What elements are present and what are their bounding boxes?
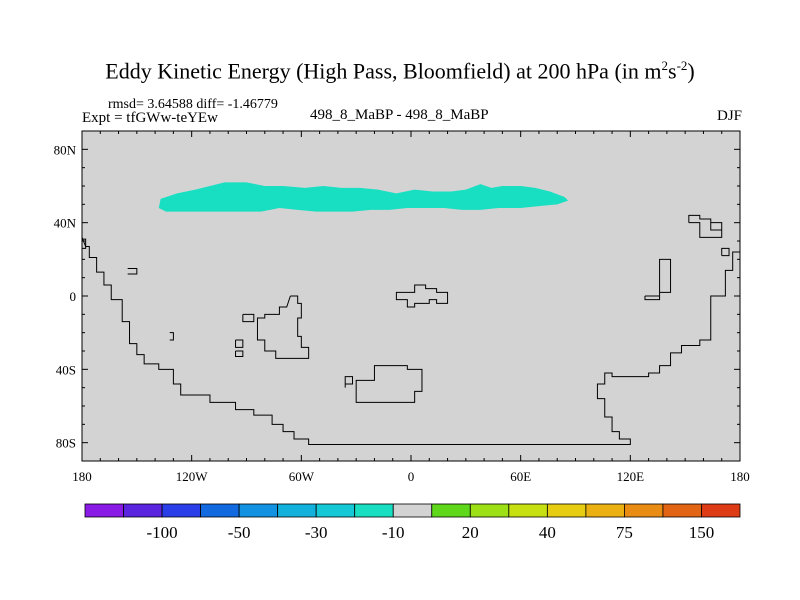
colorbar-swatch [238, 503, 279, 518]
colorbar-swatch [508, 503, 548, 518]
x-tick-label: 120E [617, 469, 645, 484]
coastline-segment [169, 332, 174, 341]
colorbar-swatch [431, 503, 471, 518]
colorbar-label: 40 [539, 523, 556, 542]
colorbar-swatch [123, 503, 163, 518]
x-tick-label: 60E [510, 469, 531, 484]
colorbar-swatch [200, 503, 240, 518]
x-tick-label: 180 [72, 469, 92, 484]
y-tick-label: 0 [70, 289, 77, 304]
coastline-segment [644, 258, 672, 301]
colorbar-label: 75 [616, 523, 633, 542]
rmsd-diff-stats: rmsd= 3.64588 diff= -1.46779 [108, 97, 278, 112]
colorbar-label: 20 [462, 523, 479, 542]
anomaly-region-fill [158, 182, 569, 212]
y-tick-label: 80N [54, 142, 77, 157]
coastline-segment [235, 350, 244, 357]
colorbar-swatch [624, 503, 664, 518]
colorbar-swatch [585, 503, 625, 518]
x-tick-label: 120W [176, 469, 209, 484]
coastlines [81, 214, 740, 445]
case-comparison-label: 498_8_MaBP - 498_8_MaBP [310, 107, 489, 123]
x-tick-label: 0 [408, 469, 415, 484]
colorbar-swatch [84, 503, 124, 518]
coastline-segment [395, 284, 449, 308]
colorbar-swatch [315, 503, 356, 518]
coastline-segment [256, 295, 310, 359]
colorbar-swatch [161, 503, 201, 518]
coastline-segment [81, 237, 740, 445]
colorbar-swatch [392, 503, 433, 518]
axis-ticks: 180 120W 60W 0 60E 120E 180 80N 40N 0 40S 80S [54, 130, 750, 484]
y-tick-label: 40S [56, 362, 76, 377]
coastline-segment [235, 339, 244, 348]
x-tick-label: 180 [730, 469, 750, 484]
y-tick-label: 80S [56, 436, 76, 451]
plot-background [82, 131, 740, 461]
coastline-segment [127, 268, 138, 275]
experiment-label: Expt = tfGWw-teYEw [82, 110, 218, 126]
y-tick-label: 40N [54, 216, 77, 231]
colorbar-swatch [354, 503, 394, 518]
colorbar-swatch [469, 503, 510, 518]
colorbar-label: -30 [305, 523, 328, 542]
colorbar-label: 150 [689, 523, 715, 542]
chart-title: Eddy Kinetic Energy (High Pass, Bloomfie… [105, 58, 695, 84]
colorbar-swatch [277, 503, 317, 518]
colorbar: -100 -50 -30 -10 20 40 75 150 [84, 503, 741, 542]
colorbar-swatch [662, 503, 702, 518]
coastline-segment [721, 247, 730, 257]
coastline-segment [355, 365, 423, 403]
coastline-segment [688, 214, 723, 238]
coastline-segment [344, 376, 354, 388]
coastline-segment [82, 238, 87, 249]
colorbar-label: -10 [382, 523, 405, 542]
x-tick-label: 60W [289, 469, 315, 484]
colorbar-label: -100 [146, 523, 177, 542]
colorbar-swatch [546, 503, 587, 518]
coastline-segment [242, 313, 255, 323]
colorbar-label: -50 [228, 523, 251, 542]
season-label: DJF [716, 108, 742, 124]
colorbar-swatch [701, 503, 741, 518]
